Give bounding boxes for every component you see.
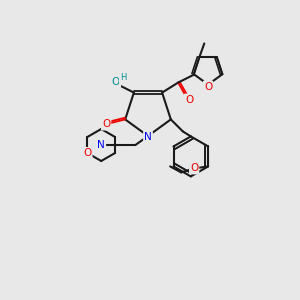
Text: O: O: [190, 164, 198, 173]
Text: O: O: [204, 82, 212, 92]
Text: H: H: [120, 73, 126, 82]
Text: N: N: [97, 140, 105, 150]
Text: O: O: [112, 76, 120, 87]
Text: N: N: [144, 132, 152, 142]
Text: O: O: [83, 148, 92, 158]
Text: O: O: [185, 94, 193, 105]
Text: O: O: [102, 119, 110, 129]
